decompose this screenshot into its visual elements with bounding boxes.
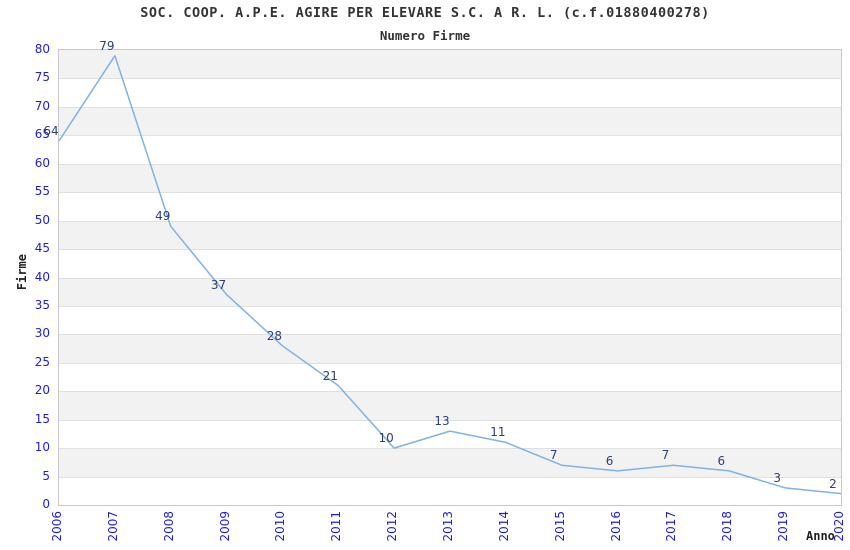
gridline bbox=[59, 278, 841, 279]
x-tick-label: 2010 bbox=[273, 511, 288, 542]
x-tick-label: 2018 bbox=[720, 511, 735, 542]
firme-line bbox=[58, 54, 842, 495]
plot-band bbox=[59, 362, 841, 392]
plot-band bbox=[59, 163, 841, 193]
gridline bbox=[59, 192, 841, 193]
gridline bbox=[59, 249, 841, 250]
x-tick-label: 2020 bbox=[832, 511, 846, 542]
data-point-label: 7 bbox=[549, 448, 558, 463]
chart-title: SOC. COOP. A.P.E. AGIRE PER ELEVARE S.C.… bbox=[140, 5, 710, 21]
data-point-label: 11 bbox=[490, 425, 506, 440]
plot-band bbox=[59, 448, 841, 477]
data-point-label: 49 bbox=[155, 209, 171, 224]
gridline bbox=[59, 363, 841, 364]
plot-band bbox=[59, 391, 841, 420]
gridline bbox=[59, 448, 841, 449]
x-tick-label: 2009 bbox=[217, 511, 232, 542]
y-tick-label: 15 bbox=[34, 411, 50, 426]
y-tick-label: 60 bbox=[34, 155, 50, 170]
data-point-label: 28 bbox=[266, 328, 283, 343]
gridline bbox=[59, 164, 841, 165]
x-axis-title: Anno bbox=[806, 529, 835, 543]
data-point-label: 7 bbox=[661, 448, 670, 463]
data-point-label: 3 bbox=[773, 470, 781, 485]
chart-subtitle: Numero Firme bbox=[379, 28, 471, 43]
data-point-label: 6 bbox=[605, 453, 614, 468]
x-tick-label: 2013 bbox=[441, 511, 455, 542]
gridline bbox=[59, 334, 841, 335]
plot-band bbox=[59, 106, 841, 136]
y-tick-label: 65 bbox=[34, 127, 50, 142]
y-tick-label: 50 bbox=[34, 212, 50, 227]
plot-band bbox=[59, 220, 841, 250]
x-tick-label: 2007 bbox=[105, 511, 120, 542]
gridline bbox=[59, 420, 841, 421]
x-tick-label: 2011 bbox=[329, 511, 344, 542]
gridline bbox=[59, 391, 841, 392]
gridline bbox=[59, 78, 841, 79]
x-tick-label: 2012 bbox=[385, 511, 400, 542]
plot-band bbox=[59, 305, 841, 335]
plot-band bbox=[59, 334, 841, 363]
y-tick-label: 40 bbox=[34, 269, 50, 284]
plot-band bbox=[59, 476, 841, 505]
data-point-label: 10 bbox=[378, 431, 394, 446]
y-tick-label: 75 bbox=[34, 70, 50, 85]
x-tick-label: 2019 bbox=[776, 511, 791, 542]
x-tick-label: 2014 bbox=[496, 511, 511, 542]
y-tick-label: 20 bbox=[34, 383, 50, 398]
plot-band bbox=[59, 192, 841, 221]
gridline bbox=[59, 477, 841, 478]
x-tick-label: 2016 bbox=[608, 511, 623, 542]
plot-band bbox=[59, 78, 841, 107]
data-point-label: 79 bbox=[99, 38, 115, 53]
x-tick-label: 2006 bbox=[50, 511, 64, 542]
data-point-label: 2 bbox=[829, 476, 837, 491]
x-tick-label: 2017 bbox=[664, 511, 679, 542]
data-point-label: 6 bbox=[717, 453, 726, 468]
plot-band bbox=[59, 277, 841, 306]
y-tick-label: 0 bbox=[42, 497, 50, 511]
data-point-label: 13 bbox=[434, 414, 450, 429]
data-point-label: 21 bbox=[322, 368, 338, 383]
y-tick-label: 5 bbox=[42, 468, 50, 483]
line-series bbox=[58, 54, 842, 495]
data-point-label: 37 bbox=[210, 277, 227, 292]
plot-band bbox=[59, 50, 841, 79]
y-tick-label: 80 bbox=[34, 42, 50, 56]
x-tick-label: 2015 bbox=[552, 511, 567, 542]
y-tick-label: 45 bbox=[34, 241, 50, 256]
gridline bbox=[59, 135, 841, 136]
data-point-label: 64 bbox=[43, 124, 59, 138]
x-tick-label: 2008 bbox=[161, 511, 176, 542]
y-tick-label: 25 bbox=[34, 354, 50, 369]
y-tick-label: 55 bbox=[34, 184, 50, 199]
plot-area bbox=[58, 49, 842, 506]
y-tick-label: 70 bbox=[34, 98, 50, 113]
y-tick-label: 35 bbox=[34, 297, 50, 312]
plot-band bbox=[59, 419, 841, 449]
plot-band bbox=[59, 249, 841, 278]
gridline bbox=[59, 107, 841, 108]
plot-band bbox=[59, 135, 841, 164]
gridline bbox=[59, 221, 841, 222]
y-tick-label: 30 bbox=[34, 326, 50, 341]
y-tick-label: 10 bbox=[34, 440, 50, 455]
gridline bbox=[59, 306, 841, 307]
